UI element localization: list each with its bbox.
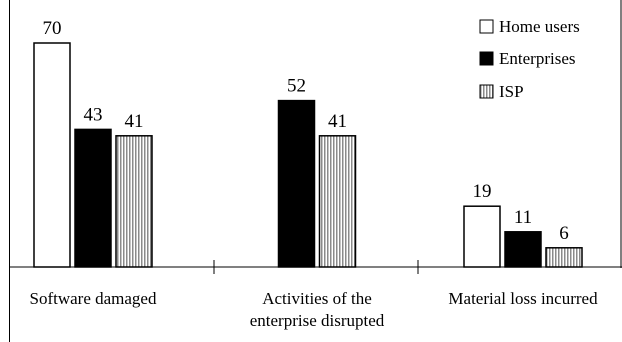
x-tick-label: Material loss incurred: [448, 289, 598, 308]
bar-isp: [545, 247, 583, 268]
bar-value-label: 43: [84, 104, 103, 125]
bar-value-label: 6: [559, 223, 569, 244]
bar-value-label: 70: [43, 18, 62, 39]
legend-label-isp: ISP: [499, 82, 524, 101]
bars-group: [33, 42, 583, 268]
legend-label-home-users: Home users: [499, 17, 580, 36]
bar-value-label: 41: [328, 111, 347, 132]
bar-enterprises: [277, 99, 316, 268]
bar-value-label: 41: [125, 111, 144, 132]
bar-isp: [115, 135, 153, 268]
bar-home-users: [463, 205, 501, 268]
bar-isp: [318, 135, 357, 268]
bar-enterprises: [74, 128, 112, 268]
bar-value-label: 52: [287, 76, 306, 97]
bar-value-label: 11: [514, 207, 532, 228]
legend-swatch-home-users: [479, 19, 494, 34]
legend-label-enterprises: Enterprises: [499, 49, 575, 68]
bar-home-users: [33, 42, 71, 268]
x-tick-label: Activities of the enterprise disrupted: [250, 289, 385, 330]
value-labels-group: 70 43 41 52 41 19 11 6: [43, 18, 569, 244]
bar-value-label: 19: [473, 181, 492, 202]
legend-swatch-enterprises: [479, 51, 494, 66]
category-labels-group: Software damaged Activities of the enterpr…: [30, 289, 599, 330]
legend: Home users Enterprises ISP: [479, 17, 580, 101]
legend-swatch-isp: [479, 84, 494, 99]
bar-enterprises: [504, 231, 542, 268]
x-tick-label: Software damaged: [30, 289, 157, 308]
